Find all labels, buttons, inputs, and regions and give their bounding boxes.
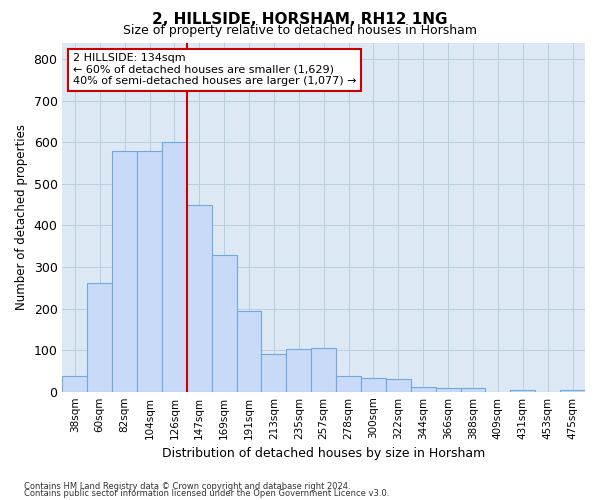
Text: 2, HILLSIDE, HORSHAM, RH12 1NG: 2, HILLSIDE, HORSHAM, RH12 1NG	[152, 12, 448, 28]
Bar	[236, 312, 262, 392]
Bar	[411, 386, 436, 392]
Bar	[212, 254, 236, 392]
X-axis label: Distribution of detached houses by size in Horsham: Distribution of detached houses by size …	[162, 447, 485, 460]
Bar	[187, 204, 212, 392]
Text: Contains public sector information licensed under the Open Government Licence v3: Contains public sector information licen…	[24, 489, 389, 498]
Bar	[436, 388, 461, 392]
Bar	[62, 376, 88, 392]
Bar	[112, 150, 137, 392]
Bar	[162, 142, 187, 392]
Bar	[560, 390, 585, 392]
Bar	[286, 349, 311, 392]
Bar	[336, 376, 361, 392]
Text: Size of property relative to detached houses in Horsham: Size of property relative to detached ho…	[123, 24, 477, 37]
Bar	[88, 283, 112, 392]
Bar	[311, 348, 336, 392]
Text: 2 HILLSIDE: 134sqm
← 60% of detached houses are smaller (1,629)
40% of semi-deta: 2 HILLSIDE: 134sqm ← 60% of detached hou…	[73, 53, 356, 86]
Bar	[511, 390, 535, 392]
Y-axis label: Number of detached properties: Number of detached properties	[15, 124, 28, 310]
Bar	[361, 378, 386, 392]
Bar	[461, 388, 485, 392]
Bar	[137, 150, 162, 392]
Text: Contains HM Land Registry data © Crown copyright and database right 2024.: Contains HM Land Registry data © Crown c…	[24, 482, 350, 491]
Bar	[262, 354, 286, 392]
Bar	[386, 379, 411, 392]
